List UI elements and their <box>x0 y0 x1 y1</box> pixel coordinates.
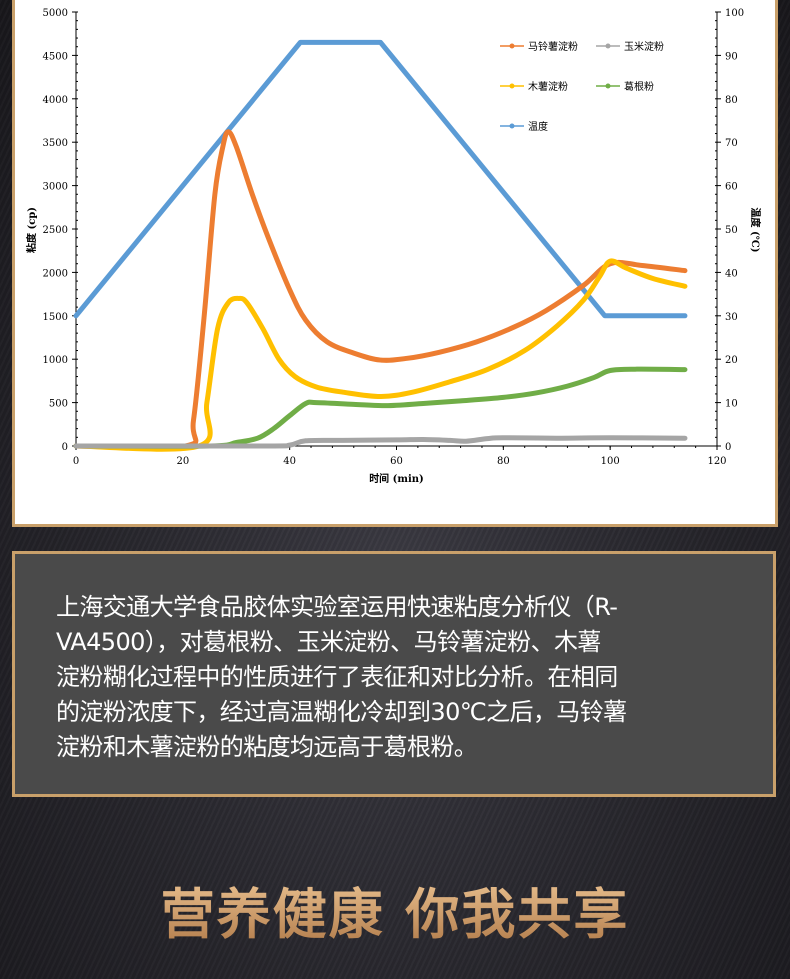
y-tick-label: 2000 <box>43 268 68 279</box>
y-tick-label: 2500 <box>43 225 68 236</box>
legend-marker <box>605 43 611 49</box>
y-tick-label: 4000 <box>43 95 68 106</box>
legend-label: 马铃薯淀粉 <box>528 40 578 53</box>
y2-tick-label: 90 <box>725 51 738 62</box>
y2-tick-label: 60 <box>725 182 738 193</box>
legend-marker <box>509 83 515 89</box>
y2-axis-label: 温度 (℃) <box>749 208 762 253</box>
y-tick-label: 3500 <box>43 138 68 149</box>
y2-tick-label: 50 <box>725 225 738 236</box>
y-tick-label: 1500 <box>43 312 68 323</box>
y2-tick-label: 100 <box>725 8 744 19</box>
description-line: 上海交通大学食品胶体实验室运用快速粘度分析仪（R- <box>56 593 618 621</box>
legend-label: 木薯淀粉 <box>528 80 568 93</box>
y2-tick-label: 0 <box>725 442 731 453</box>
legend-label: 温度 <box>528 120 548 133</box>
description-panel: 上海交通大学食品胶体实验室运用快速粘度分析仪（R- VA4500），对葛根粉、玉… <box>12 551 776 797</box>
legend-marker <box>605 83 611 89</box>
series-line-2 <box>73 258 688 452</box>
x-axis-label: 时间 (min) <box>369 472 424 485</box>
description-line: 的淀粉浓度下，经过高温糊化冷却到30℃之后，马铃薯 <box>56 698 627 726</box>
y-tick-label: 4500 <box>43 51 68 62</box>
legend-marker <box>509 43 515 49</box>
description-line: 淀粉糊化过程中的性质进行了表征和对比分析。在相同 <box>56 663 618 691</box>
y2-tick-label: 70 <box>725 138 738 149</box>
y-tick-label: 3000 <box>43 182 68 193</box>
legend-label: 葛根粉 <box>624 80 654 93</box>
y-tick-label: 5000 <box>43 8 68 19</box>
x-tick-label: 60 <box>390 456 403 467</box>
x-tick-label: 0 <box>73 456 79 467</box>
y2-tick-label: 30 <box>725 312 738 323</box>
series-line-0 <box>73 129 688 451</box>
legend-marker <box>509 123 515 129</box>
x-tick-label: 80 <box>497 456 510 467</box>
x-tick-label: 120 <box>707 456 726 467</box>
y-tick-label: 500 <box>49 399 68 410</box>
x-tick-label: 20 <box>176 456 189 467</box>
series-line-3 <box>73 366 688 449</box>
viscosity-temperature-chart: 0 20 40 60 80 100 1200500100015002000250030003… <box>25 8 762 485</box>
y2-tick-label: 10 <box>725 399 738 410</box>
legend-label: 玉米淀粉 <box>624 40 664 53</box>
y-tick-label: 1000 <box>43 355 68 366</box>
slogan: 营养健康 你我共享 <box>0 870 790 949</box>
series-line-1 <box>73 435 688 449</box>
y-axis-label: 粘度 (cp) <box>25 207 38 253</box>
description-line: 淀粉和木薯淀粉的粘度均远高于葛根粉。 <box>56 733 478 761</box>
y-tick-label: 0 <box>62 442 68 453</box>
x-tick-label: 100 <box>601 456 620 467</box>
description-line: VA4500），对葛根粉、玉米淀粉、马铃薯淀粉、木薯 <box>56 628 601 656</box>
y2-tick-label: 80 <box>725 95 738 106</box>
y2-tick-label: 40 <box>725 268 738 279</box>
y2-tick-label: 20 <box>725 355 738 366</box>
x-tick-label: 40 <box>283 456 296 467</box>
